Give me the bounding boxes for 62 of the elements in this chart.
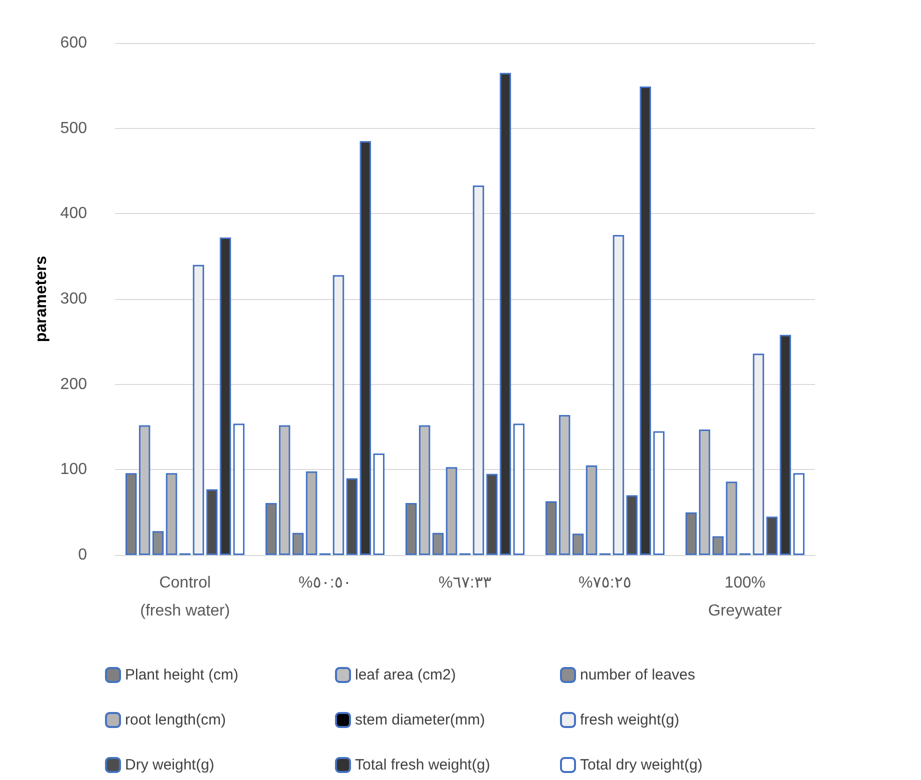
bar (698, 430, 710, 555)
bar (220, 238, 232, 555)
bar (572, 534, 584, 555)
bar (138, 425, 150, 555)
bar (612, 235, 624, 555)
bar (360, 141, 372, 555)
x-tick-label: Control (fresh water) (140, 574, 230, 620)
y-tick-label: 500 (60, 120, 88, 137)
legend-label: leaf area (cm2) (355, 666, 456, 684)
legend-label: Plant height (cm) (125, 666, 238, 684)
y-tick-label: 300 (60, 290, 88, 308)
bar (152, 531, 164, 555)
bar (752, 354, 764, 555)
y-tick-label: 600 (60, 34, 88, 52)
y-tick-label: 200 (60, 376, 88, 393)
bar (513, 424, 524, 555)
bar (278, 425, 290, 555)
bar (558, 415, 570, 555)
legend-label: number of leaves (580, 666, 696, 684)
bar (726, 482, 738, 555)
legend-label: fresh weight(g) (580, 712, 680, 728)
y-tick-label: 100 (60, 461, 88, 478)
y-tick-label: 0 (78, 546, 88, 564)
bar (653, 431, 664, 555)
bar (712, 536, 724, 555)
bar (500, 72, 512, 555)
bar (686, 512, 697, 555)
bar (292, 532, 304, 555)
bar (406, 502, 417, 555)
bar (472, 186, 484, 555)
legend-label: Total fresh weight(g) (355, 756, 490, 774)
bar (346, 478, 358, 555)
bar (793, 473, 804, 555)
legend-label: Total dry weight(g) (580, 756, 703, 774)
bar (166, 473, 178, 555)
bar (373, 453, 384, 555)
bar (233, 424, 244, 555)
bar (446, 467, 458, 555)
bar (192, 264, 204, 555)
x-tick-label: %٧٥:٢٥ (578, 574, 632, 592)
x-tick-label: %٦٧:٣٣ (438, 574, 492, 592)
legend-label: stem diameter(mm) (355, 712, 486, 728)
bar (766, 516, 778, 555)
bar (546, 501, 557, 555)
bar (586, 465, 598, 555)
bar (306, 471, 318, 555)
bar (206, 489, 218, 555)
bar (418, 425, 430, 555)
bar (126, 473, 137, 555)
x-tick-label: 100% Greywater (708, 574, 783, 620)
bar (266, 502, 277, 555)
y-tick-label: 400 (60, 205, 88, 222)
bar (640, 86, 652, 555)
bar (626, 495, 638, 555)
bar (780, 334, 792, 555)
bar (486, 474, 498, 555)
bar (432, 532, 444, 555)
x-tick-label: %٥٠:٥٠ (298, 574, 352, 592)
legend-label: Dry weight(g) (125, 756, 214, 774)
y-axis-title: parameters (32, 256, 50, 342)
bar (332, 275, 344, 555)
legend-label: root length(cm) (125, 712, 226, 728)
